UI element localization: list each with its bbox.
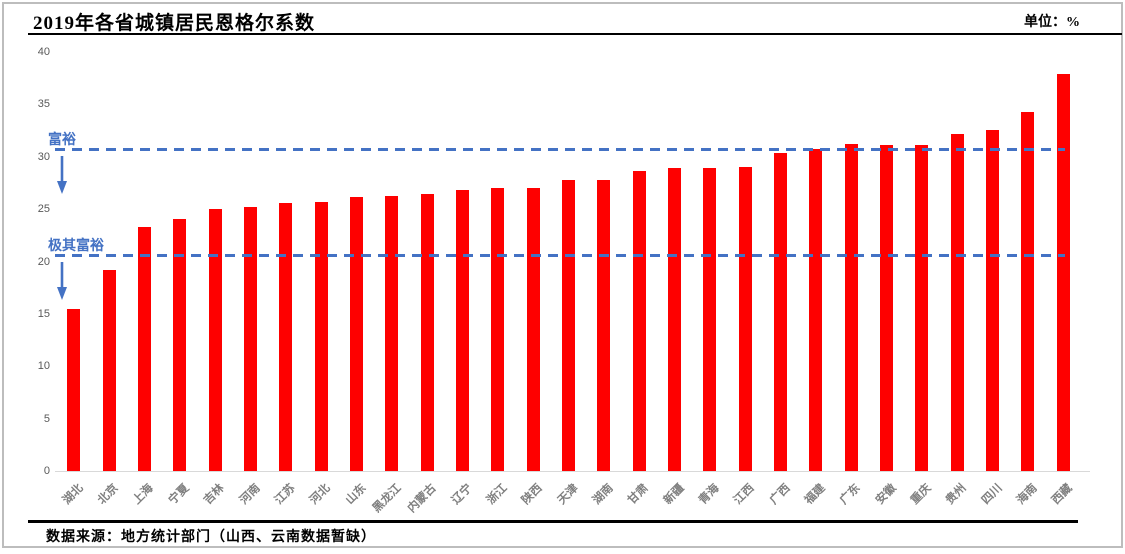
bar-贵州 [950, 133, 964, 471]
x-axis-label: 安徽 [873, 482, 899, 507]
bar-海南 [1021, 111, 1035, 471]
bar-福建 [809, 149, 823, 471]
x-axis-label: 贵州 [944, 482, 969, 507]
reference-line-label: 富裕 [48, 133, 76, 149]
bar-安徽 [880, 145, 894, 471]
down-arrow-icon [57, 156, 67, 195]
y-axis-tick-label: 10 [37, 360, 50, 373]
bar-广东 [844, 144, 858, 471]
bar-四川 [986, 129, 1000, 471]
x-axis-label: 天津 [555, 482, 581, 507]
y-axis-tick-label: 0 [43, 465, 50, 477]
x-axis-label: 北京 [95, 482, 121, 507]
x-axis-label: 上海 [131, 482, 157, 507]
x-axis-label: 黑龙江 [370, 482, 404, 516]
x-axis-label: 河南 [237, 482, 263, 507]
x-axis-label: 广东 [838, 482, 863, 507]
bar-河南 [244, 207, 257, 471]
bar-新疆 [668, 168, 682, 471]
bar-辽宁 [456, 190, 470, 471]
x-axis-label: 西藏 [1050, 482, 1075, 507]
y-axis-tick-label: 25 [37, 203, 50, 216]
x-axis-label: 内蒙古 [405, 482, 439, 516]
bar-湖南 [597, 179, 611, 471]
data-source-note: 数据来源：地方统计部门（山西、云南数据暂缺） [46, 530, 376, 545]
reference-line [55, 254, 1065, 258]
bar-江西 [738, 167, 752, 471]
bar-陕西 [526, 188, 540, 471]
bar-山东 [350, 196, 364, 471]
down-arrow-icon [57, 262, 67, 301]
x-axis-label: 海南 [1014, 482, 1040, 507]
y-axis-tick-label: 15 [37, 307, 50, 320]
frame-border-top [2, 2, 1123, 4]
y-axis-tick-label: 5 [43, 412, 50, 425]
bar-甘肃 [632, 171, 646, 471]
x-axis-label: 新疆 [661, 482, 687, 507]
x-axis-label: 宁夏 [166, 482, 192, 507]
x-axis-label: 青海 [696, 482, 722, 507]
x-axis-label: 重庆 [908, 482, 934, 507]
bar-北京 [102, 269, 116, 471]
reference-line [55, 148, 1065, 152]
chart-title: 2019年各省城镇居民恩格尔系数 [33, 13, 316, 34]
x-axis-label: 湖北 [60, 482, 86, 507]
x-axis-label: 福建 [802, 482, 828, 507]
footer-divider [28, 520, 1078, 523]
title-underline [28, 33, 1122, 35]
bar-江苏 [279, 202, 293, 471]
bar-河北 [314, 201, 328, 471]
bar-上海 [137, 226, 151, 471]
bar-重庆 [915, 145, 929, 471]
y-axis-tick-label: 35 [37, 98, 50, 111]
x-axis-label: 江苏 [272, 482, 298, 507]
bar-宁夏 [173, 218, 187, 471]
x-axis-label: 甘肃 [626, 482, 651, 507]
bar-浙江 [491, 188, 505, 471]
x-axis-label: 江西 [732, 482, 757, 507]
bar-西藏 [1056, 73, 1070, 471]
y-axis-tick-label: 20 [37, 255, 50, 268]
x-axis-label: 湖南 [590, 482, 616, 507]
y-axis-tick-label: 30 [37, 150, 50, 163]
reference-line-label: 极其富裕 [48, 239, 104, 255]
y-axis-tick-label: 40 [37, 46, 50, 58]
bar-青海 [703, 168, 717, 471]
bar-广西 [774, 152, 788, 471]
bar-天津 [562, 179, 576, 471]
frame-border-right [1121, 2, 1123, 547]
bar-黑龙江 [385, 195, 399, 471]
unit-label: 单位：% [1024, 15, 1080, 30]
x-axis-line [55, 471, 1090, 472]
x-axis-label: 吉林 [202, 482, 227, 507]
x-axis-label: 四川 [979, 482, 1005, 507]
x-axis-label: 河北 [308, 482, 333, 507]
x-axis-label: 山东 [343, 482, 369, 507]
bar-吉林 [208, 209, 222, 471]
frame-border-bottom [2, 546, 1123, 548]
x-axis-label: 辽宁 [449, 482, 475, 507]
bar-湖北 [67, 308, 81, 471]
x-axis-label: 浙江 [484, 482, 510, 507]
x-axis-label: 陕西 [520, 482, 545, 507]
bar-内蒙古 [420, 194, 434, 471]
x-axis-label: 广西 [767, 482, 793, 507]
frame-border-left [2, 2, 4, 547]
